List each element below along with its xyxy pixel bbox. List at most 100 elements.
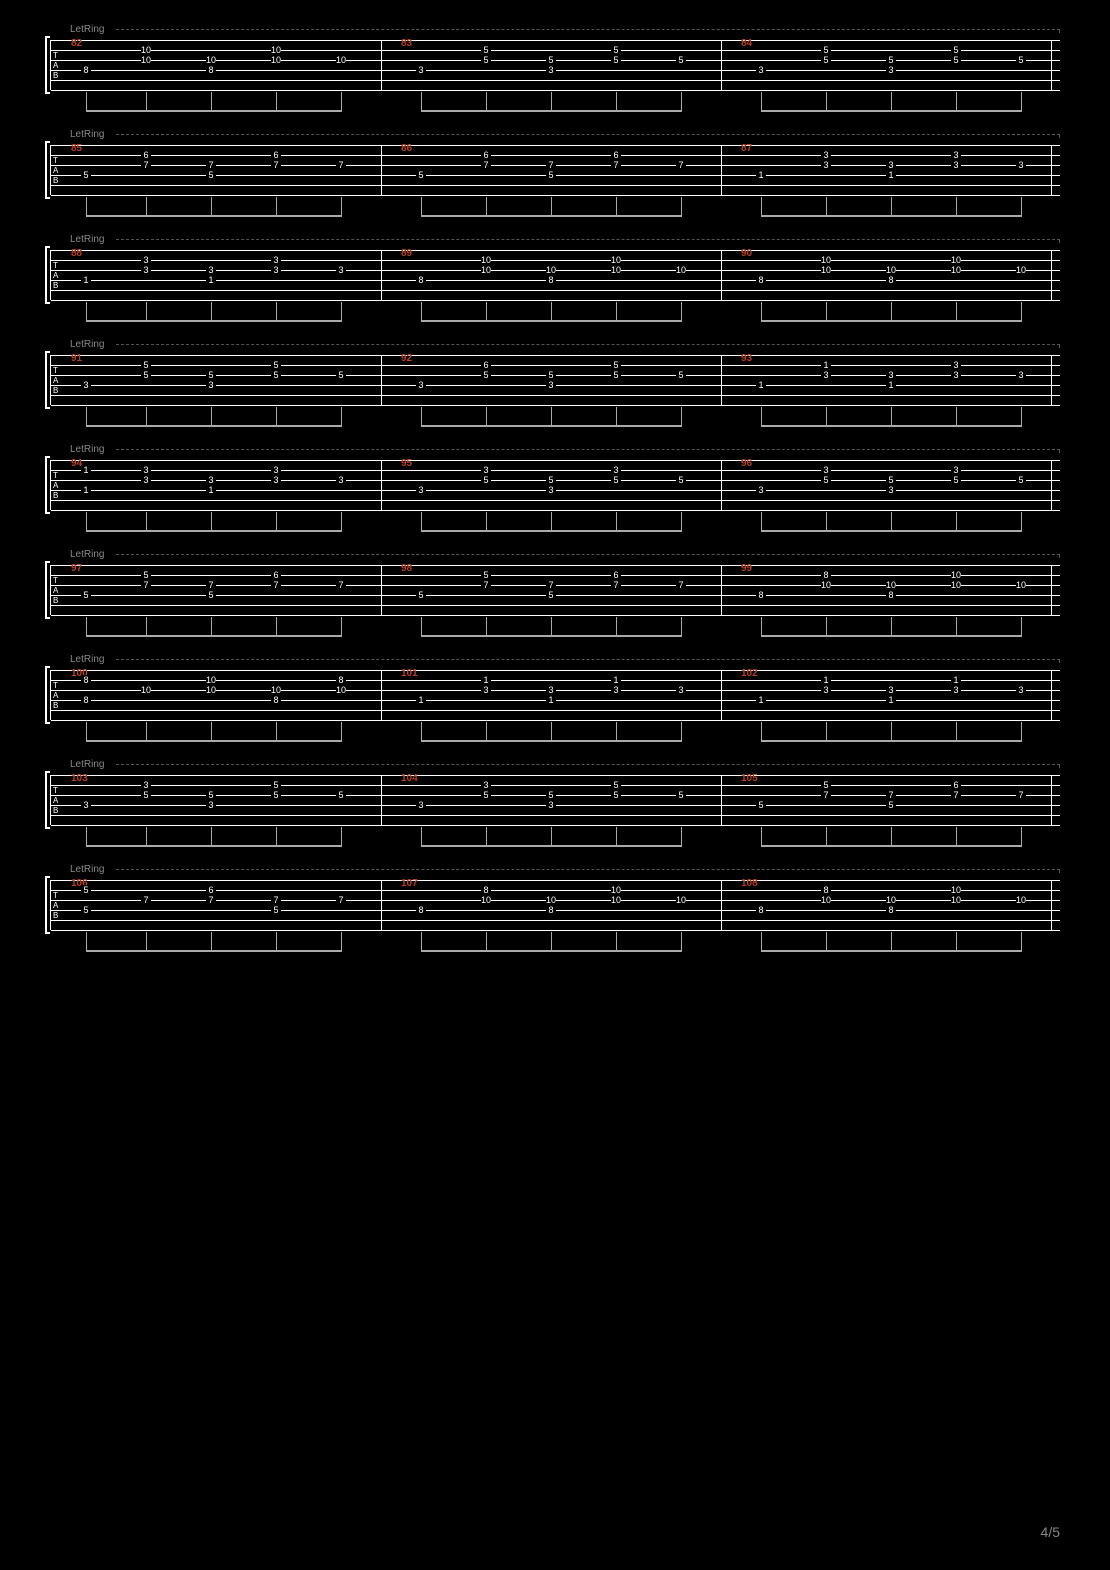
stem [551, 197, 552, 215]
fret-number: 3 [1016, 685, 1026, 695]
fret-number: 3 [546, 800, 556, 810]
stem [146, 932, 147, 950]
string-line [51, 890, 1060, 891]
fret-number: 10 [1016, 265, 1026, 275]
stem [341, 932, 342, 950]
string-line [51, 300, 1060, 301]
fret-number: 5 [416, 590, 426, 600]
fret-number: 5 [81, 590, 91, 600]
staff-bracket [45, 141, 50, 199]
barline [1051, 670, 1052, 720]
stem [891, 512, 892, 530]
beam [761, 530, 1022, 532]
fret-number: 10 [546, 265, 556, 275]
fret-number: 3 [81, 800, 91, 810]
stem [616, 512, 617, 530]
stem [891, 407, 892, 425]
stem [421, 302, 422, 320]
beam [761, 320, 1022, 322]
fret-number: 10 [611, 255, 621, 265]
barline [721, 145, 722, 195]
stem [86, 932, 87, 950]
fret-number: 3 [1016, 370, 1026, 380]
staff-bracket [45, 246, 50, 304]
string-line [51, 510, 1060, 511]
barline [381, 565, 382, 615]
fret-number: 3 [141, 255, 151, 265]
fret-number: 5 [546, 475, 556, 485]
fret-number: 5 [206, 170, 216, 180]
stem [1021, 407, 1022, 425]
stem [486, 302, 487, 320]
fret-number: 5 [611, 475, 621, 485]
string-line [51, 710, 1060, 711]
staff: TAB8889901333133381010108101010810101081… [50, 250, 1060, 300]
fret-number: 5 [886, 475, 896, 485]
tab-letter: B [53, 72, 58, 80]
fret-number: 7 [951, 790, 961, 800]
fret-number: 10 [206, 675, 216, 685]
fret-number: 3 [141, 265, 151, 275]
tab-letter: T [53, 682, 58, 690]
fret-number: 10 [886, 265, 896, 275]
stem [486, 512, 487, 530]
tab-letter: B [53, 702, 58, 710]
tab-letter: T [53, 892, 58, 900]
let-ring-label: LetRing [70, 339, 104, 350]
fret-number: 1 [611, 675, 621, 685]
stem [211, 302, 212, 320]
barline [381, 460, 382, 510]
fret-number: 3 [951, 685, 961, 695]
tab-system: LetRingTAB979899575757675757576781081081… [50, 565, 1060, 615]
string-line [51, 260, 1060, 261]
stem [761, 722, 762, 740]
fret-number: 5 [336, 370, 346, 380]
tab-letter: T [53, 52, 58, 60]
fret-number: 3 [546, 380, 556, 390]
fret-number: 3 [676, 685, 686, 695]
stem [551, 932, 552, 950]
fret-number: 5 [886, 55, 896, 65]
beam [86, 845, 342, 847]
beam [86, 425, 342, 427]
tab-letter: A [53, 587, 58, 595]
string-line [51, 185, 1060, 186]
string-line [51, 395, 1060, 396]
stem [891, 92, 892, 110]
stem [211, 827, 212, 845]
stem [616, 407, 617, 425]
measure-number: 87 [741, 143, 752, 154]
fret-number: 6 [206, 885, 216, 895]
fret-number: 5 [81, 905, 91, 915]
stem [211, 407, 212, 425]
stem [86, 827, 87, 845]
fret-number: 5 [546, 170, 556, 180]
fret-number: 6 [271, 150, 281, 160]
fret-number: 6 [611, 150, 621, 160]
fret-number: 1 [886, 695, 896, 705]
stem [891, 827, 892, 845]
stem [486, 827, 487, 845]
stem [761, 617, 762, 635]
tab-system: LetRingTAB919293355535553565355513131333 [50, 355, 1060, 405]
tab-letter: B [53, 597, 58, 605]
let-ring-label: LetRing [70, 129, 104, 140]
fret-number: 5 [81, 885, 91, 895]
barline [1051, 565, 1052, 615]
tab-letter: A [53, 797, 58, 805]
fret-number: 10 [951, 885, 961, 895]
fret-number: 10 [1016, 580, 1026, 590]
fret-number: 3 [81, 380, 91, 390]
fret-number: 8 [416, 275, 426, 285]
measure-number: 108 [741, 878, 758, 889]
let-ring-line [116, 449, 1060, 453]
tab-sheet: LetRingTAB828384810101081010103555355535… [0, 0, 1110, 930]
fret-number: 10 [141, 685, 151, 695]
fret-number: 1 [416, 695, 426, 705]
stem [826, 617, 827, 635]
stem [146, 512, 147, 530]
tab-letter: T [53, 157, 58, 165]
string-line [51, 90, 1060, 91]
beam [421, 635, 682, 637]
stem [211, 197, 212, 215]
